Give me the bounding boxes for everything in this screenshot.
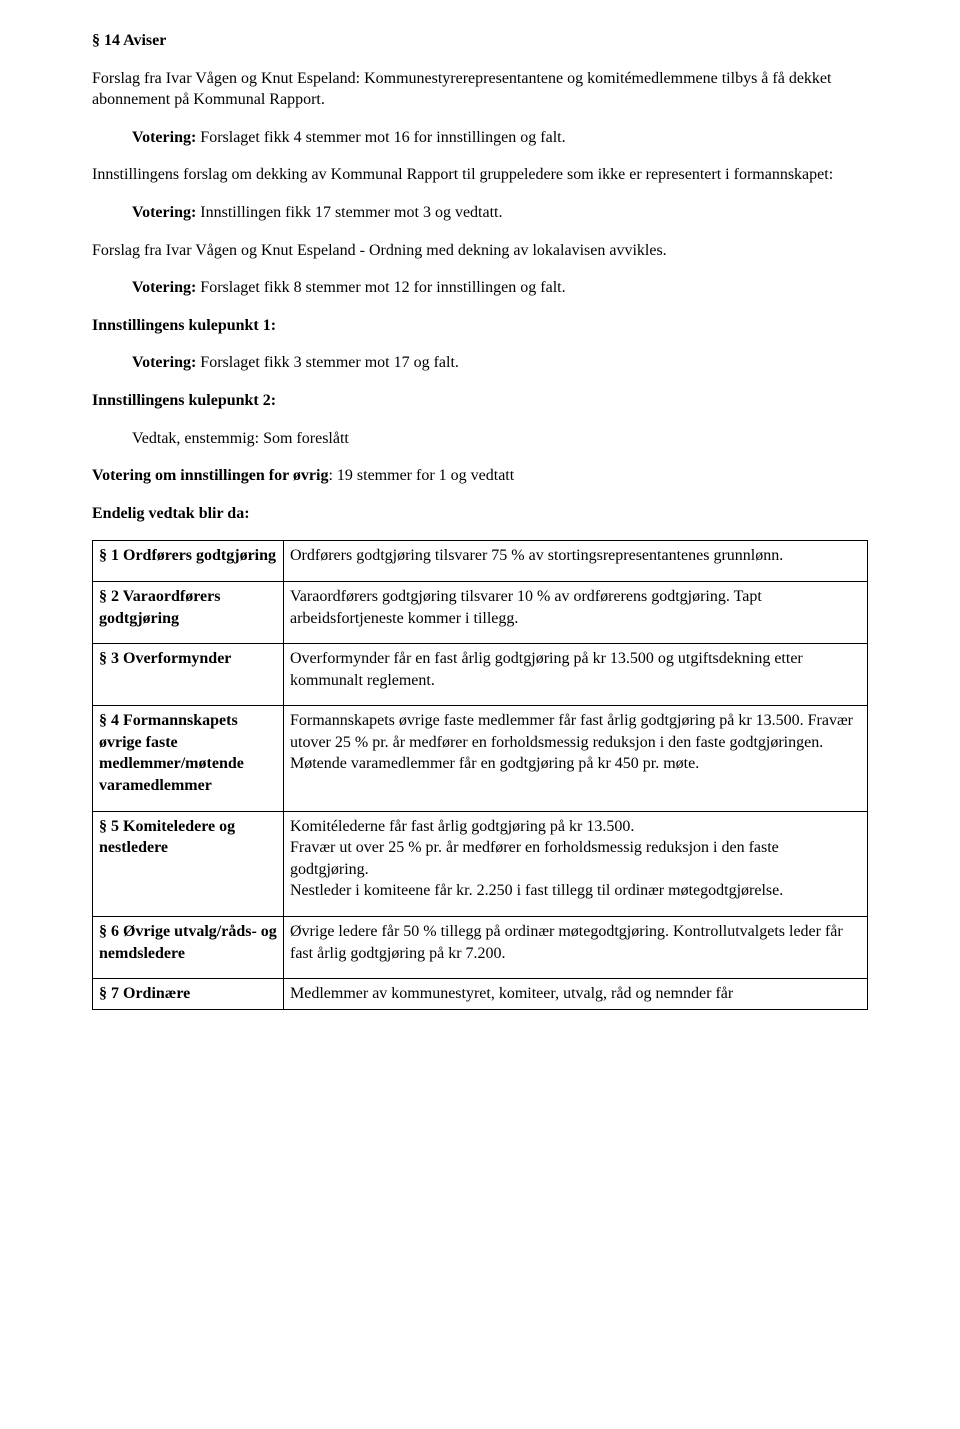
voting-1-text: Forslaget fikk 4 stemmer mot 16 for inns…	[196, 129, 565, 146]
voting-4: Votering: Forslaget fikk 3 stemmer mot 1…	[132, 352, 868, 374]
final-decision-heading: Endelig vedtak blir da:	[92, 503, 868, 525]
section-heading: § 14 Aviser	[92, 30, 868, 52]
rule-section-label: § 2 Varaordførers godtgjøring	[93, 581, 284, 643]
voting-5: Vedtak, enstemmig: Som foreslått	[132, 428, 868, 450]
rule-section-text: Ordførers godtgjøring tilsvarer 75 % av …	[284, 541, 868, 582]
rule-section-text: Varaordførers godtgjøring tilsvarer 10 %…	[284, 581, 868, 643]
voting-other: Votering om innstillingen for øvrig: 19 …	[92, 465, 868, 487]
rule-section-label: § 4 Formannskapets øvrige faste medlemme…	[93, 706, 284, 811]
table-row: § 7 OrdinæreMedlemmer av kommunestyret, …	[93, 979, 868, 1010]
proposal-2: Innstillingens forslag om dekking av Kom…	[92, 164, 868, 186]
rule-section-label: § 3 Overformynder	[93, 644, 284, 706]
proposal-1: Forslag fra Ivar Vågen og Knut Espeland:…	[92, 68, 868, 111]
bullet-1-heading: Innstillingens kulepunkt 1:	[92, 315, 868, 337]
table-row: § 3 OverformynderOverformynder får en fa…	[93, 644, 868, 706]
rules-table: § 1 Ordførers godtgjøringOrdførers godtg…	[92, 540, 868, 1010]
table-row: § 1 Ordførers godtgjøringOrdførers godtg…	[93, 541, 868, 582]
table-row: § 6 Øvrige utvalg/råds- og nemdsledereØv…	[93, 917, 868, 979]
voting-3-label: Votering:	[132, 279, 196, 296]
voting-3-text: Forslaget fikk 8 stemmer mot 12 for inns…	[196, 279, 565, 296]
voting-3: Votering: Forslaget fikk 8 stemmer mot 1…	[132, 277, 868, 299]
rule-section-label: § 5 Komiteledere og nestledere	[93, 811, 284, 916]
bullet-2-heading: Innstillingens kulepunkt 2:	[92, 390, 868, 412]
rule-section-label: § 1 Ordførers godtgjøring	[93, 541, 284, 582]
table-row: § 2 Varaordførers godtgjøringVaraordføre…	[93, 581, 868, 643]
proposal-3: Forslag fra Ivar Vågen og Knut Espeland …	[92, 240, 868, 262]
rule-section-text: Formannskapets øvrige faste medlemmer få…	[284, 706, 868, 811]
voting-4-text: Forslaget fikk 3 stemmer mot 17 og falt.	[196, 354, 459, 371]
voting-other-label: Votering om innstillingen for øvrig	[92, 467, 328, 484]
rule-section-text: Medlemmer av kommunestyret, komiteer, ut…	[284, 979, 868, 1010]
table-row: § 5 Komiteledere og nestledereKomitélede…	[93, 811, 868, 916]
rule-section-label: § 6 Øvrige utvalg/råds- og nemdsledere	[93, 917, 284, 979]
table-row: § 4 Formannskapets øvrige faste medlemme…	[93, 706, 868, 811]
voting-4-label: Votering:	[132, 354, 196, 371]
rule-section-text: Overformynder får en fast årlig godtgjør…	[284, 644, 868, 706]
voting-2-label: Votering:	[132, 204, 196, 221]
voting-1-label: Votering:	[132, 129, 196, 146]
rule-section-text: Komitélederne får fast årlig godtgjøring…	[284, 811, 868, 916]
rule-section-text: Øvrige ledere får 50 % tillegg på ordinæ…	[284, 917, 868, 979]
voting-2-text: Innstillingen fikk 17 stemmer mot 3 og v…	[196, 204, 502, 221]
voting-2: Votering: Innstillingen fikk 17 stemmer …	[132, 202, 868, 224]
voting-1: Votering: Forslaget fikk 4 stemmer mot 1…	[132, 127, 868, 149]
rule-section-label: § 7 Ordinære	[93, 979, 284, 1010]
voting-other-text: : 19 stemmer for 1 og vedtatt	[328, 467, 514, 484]
